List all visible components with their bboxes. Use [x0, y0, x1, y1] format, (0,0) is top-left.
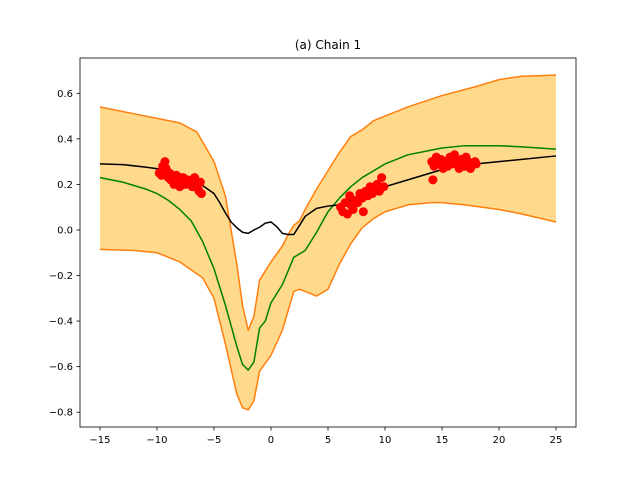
data-point [348, 204, 358, 214]
uncertainty-band [99, 74, 557, 411]
data-point [448, 154, 458, 164]
x-tick-label: −5 [207, 435, 222, 446]
x-tick-label: 5 [325, 435, 331, 446]
x-tick-label: 0 [268, 435, 274, 446]
data-point [377, 173, 387, 183]
axes: −15 −10 −5 0 5 10 15 20 25 −0.8 −0.6 −0.4 −0.2 0.0 0.2… [49, 57, 577, 446]
y-tick-label: −0.4 [49, 317, 73, 328]
y-tick-label: −0.8 [49, 408, 73, 419]
band-lower-line [99, 201, 557, 411]
y-tick-label: 0.4 [57, 134, 73, 145]
x-tick-label: −15 [89, 435, 110, 446]
data-point [428, 175, 438, 185]
band-fill [99, 75, 557, 410]
band-upper-line [99, 74, 557, 331]
data-point [437, 159, 447, 169]
chart-title: (a) Chain 1 [295, 38, 361, 52]
x-tick-label: 25 [550, 435, 563, 446]
series-line-truth [99, 155, 557, 236]
observations-layer [154, 150, 481, 219]
data-point [372, 179, 382, 189]
y-tick-label: 0.2 [57, 180, 73, 191]
data-point [460, 161, 470, 171]
y-tick-label: 0.0 [57, 225, 73, 236]
data-point [358, 207, 368, 217]
y-tick-label: 0.6 [57, 89, 73, 100]
data-point [195, 177, 205, 187]
x-tick-label: 20 [493, 435, 506, 446]
data-point [160, 157, 170, 167]
y-tick-label: −0.6 [49, 362, 73, 373]
data-point [379, 182, 389, 192]
series-layer [99, 144, 557, 371]
x-tick-label: −10 [146, 435, 167, 446]
x-tick-label: 15 [436, 435, 449, 446]
series-line-mean [99, 144, 557, 371]
y-tick-label: −0.2 [49, 271, 73, 282]
x-tick-label: 10 [379, 435, 392, 446]
data-point [471, 159, 481, 169]
data-point [196, 189, 206, 199]
